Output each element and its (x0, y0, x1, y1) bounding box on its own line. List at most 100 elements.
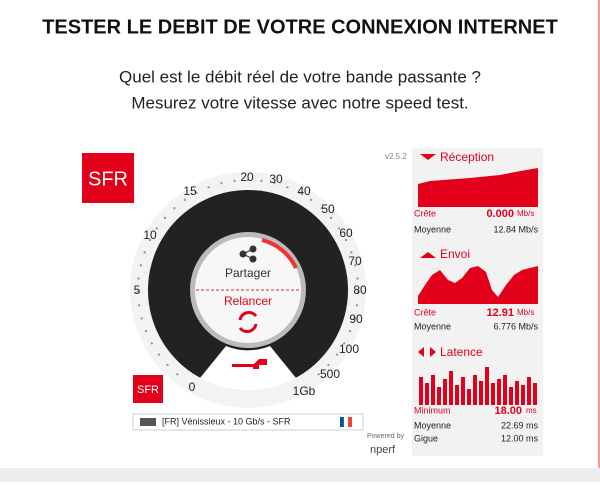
latency-bar (431, 375, 435, 405)
latency-bar (455, 385, 459, 405)
gauge-dot (320, 207, 323, 210)
share-button[interactable]: Partager (225, 266, 271, 280)
gauge-dot (309, 198, 313, 202)
latency-bar (509, 387, 513, 405)
reception-peak-unit: Mb/s (517, 209, 534, 218)
restart-button[interactable]: Relancer (224, 294, 272, 308)
gauge-label: 1Gb (293, 384, 316, 398)
gauge-label: 10 (143, 228, 157, 242)
latency-avg: 22.69 ms (501, 420, 539, 430)
gauge-label: 70 (348, 254, 362, 268)
reception-icon (420, 154, 436, 160)
latency-bar (467, 389, 471, 405)
logo-text: SFR (88, 168, 128, 190)
gauge-dot (166, 363, 169, 367)
latency-bar (491, 383, 495, 405)
gauge-dot (173, 207, 176, 210)
gauge-dot (260, 179, 263, 183)
gauge-dot (176, 373, 179, 376)
upload-title: Envoi (440, 247, 470, 261)
restart-icon[interactable] (238, 311, 258, 333)
latency-jitter-label: Gigue (414, 433, 438, 443)
latency-bar (485, 367, 489, 405)
gauge-dot (233, 179, 236, 183)
intro-line: Mesurez votre vitesse avec notre speed t… (131, 93, 468, 112)
latency-min-label: Minimum (414, 405, 451, 415)
latency-bar (425, 383, 429, 405)
gauge-label: 5 (134, 283, 141, 297)
gauge-dot (137, 277, 140, 280)
gauge-dot (355, 304, 359, 307)
gauge-label: 90 (349, 312, 363, 326)
gauge-dot (335, 353, 339, 356)
latency-bar (479, 381, 483, 405)
gauge-dot (344, 238, 348, 242)
upload-avg-label: Moyenne (414, 321, 451, 331)
gauge-label: 80 (353, 283, 367, 297)
gauge-dot (207, 186, 210, 189)
reception-avg: 12.84 Mb/s (493, 224, 538, 234)
wrench-icon[interactable] (232, 359, 267, 369)
latency-bar (443, 379, 447, 405)
reception-title: Réception (440, 150, 494, 164)
powered-by: Powered by (367, 433, 404, 440)
settings-wedge[interactable] (200, 346, 296, 391)
gauge-dot (286, 186, 289, 189)
upload-graph (418, 266, 538, 304)
reception-avg-label: Moyenne (414, 224, 451, 234)
gauge-arc (261, 238, 298, 269)
reception-graph (418, 168, 538, 207)
brand: nperf (370, 444, 396, 456)
gauge-dot (155, 227, 159, 230)
latency-bar (461, 377, 465, 405)
gauge-dot (273, 182, 276, 185)
flag (340, 417, 344, 427)
share-icon[interactable] (239, 245, 257, 263)
latency-min-unit: ms (526, 406, 537, 415)
gauge-dot (298, 191, 301, 195)
gauge-dot (137, 304, 141, 307)
upload-peak: 12.91 (486, 307, 514, 319)
gauge-dot (136, 290, 140, 294)
gauge-label: 30 (269, 172, 283, 186)
gauge-dot (139, 264, 143, 267)
gauge-dot (317, 373, 320, 376)
latency-bar (515, 381, 519, 405)
gauge-dot (144, 330, 148, 333)
gauge-dot (148, 238, 152, 242)
latency-bar (503, 375, 507, 405)
intro-line: Quel est le débit réel de votre bande pa… (119, 67, 481, 86)
gauge-dot (353, 264, 357, 267)
gauge-dot (348, 330, 352, 333)
gauge-label: 100 (339, 342, 359, 356)
latency-min: 18.00 (494, 405, 522, 417)
latency-bar (521, 385, 525, 405)
latency-icon (418, 347, 436, 357)
logo (82, 153, 134, 203)
latency-bar (527, 377, 531, 405)
gauge-dot (183, 198, 187, 202)
title: TESTER LE DEBIT DE VOTRE CONNEXION INTER… (42, 16, 558, 38)
gauge-dot (343, 342, 346, 345)
gauge-dot (163, 216, 167, 220)
footer-band (0, 468, 600, 482)
latency-bar (533, 383, 537, 405)
upload-avg: 6.776 Mb/s (493, 321, 538, 331)
latency-bar (449, 371, 453, 405)
flag (348, 417, 352, 427)
gauge-label: 15 (183, 184, 197, 198)
latency-graph (419, 367, 537, 405)
gauge-dot (327, 363, 330, 367)
gauge-dot (329, 216, 333, 220)
upload-peak-unit: Mb/s (517, 308, 534, 317)
gauge-dot (195, 191, 198, 195)
gauge-dot (220, 182, 223, 185)
gauge-label: 40 (297, 184, 311, 198)
latency-title: Latence (440, 345, 483, 359)
gauge-dot (350, 251, 353, 254)
gauge-label: 20 (240, 170, 254, 184)
flag (343, 416, 349, 428)
gauge-dot (140, 317, 143, 320)
server-name: [FR] Vénissieux - 10 Gb/s - SFR (162, 416, 291, 426)
